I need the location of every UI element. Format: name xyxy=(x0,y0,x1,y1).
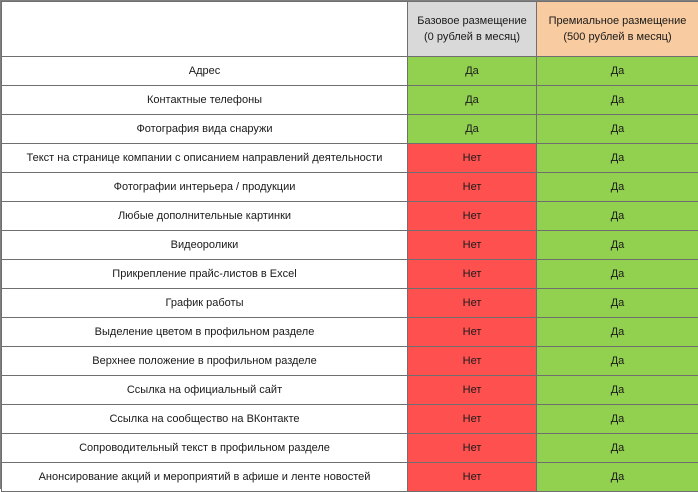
premium-plan-value-cell: Да xyxy=(537,376,698,405)
premium-plan-value-cell: Да xyxy=(537,86,698,115)
basic-plan-value-cell: Да xyxy=(408,57,537,86)
premium-plan-value-cell: Да xyxy=(537,173,698,202)
premium-plan-value-cell: Да xyxy=(537,57,698,86)
feature-cell: Верхнее положение в профильном разделе xyxy=(2,347,408,376)
basic-plan-value-cell: Да xyxy=(408,86,537,115)
header-premium-plan: Премиальное размещение (500 рублей в мес… xyxy=(537,2,698,57)
feature-cell: Фотографии интерьера / продукции xyxy=(2,173,408,202)
feature-cell: Любые дополнительные картинки xyxy=(2,202,408,231)
header-corner-cell xyxy=(2,2,408,57)
basic-plan-value-cell: Нет xyxy=(408,318,537,347)
premium-plan-title: Премиальное размещение xyxy=(537,13,698,29)
premium-plan-value-cell: Да xyxy=(537,463,698,492)
basic-plan-value-cell: Нет xyxy=(408,202,537,231)
table-row: Текст на странице компании с описанием н… xyxy=(2,144,698,173)
premium-plan-value-cell: Да xyxy=(537,202,698,231)
basic-plan-value-cell: Нет xyxy=(408,260,537,289)
basic-plan-value-cell: Нет xyxy=(408,144,537,173)
feature-cell: Выделение цветом в профильном разделе xyxy=(2,318,408,347)
table-row: Анонсирование акций и мероприятий в афиш… xyxy=(2,463,698,492)
feature-cell: Фотография вида снаружи xyxy=(2,115,408,144)
premium-plan-value-cell: Да xyxy=(537,318,698,347)
basic-plan-value-cell: Нет xyxy=(408,376,537,405)
feature-cell: Прикрепление прайс-листов в Excel xyxy=(2,260,408,289)
feature-cell: Видеоролики xyxy=(2,231,408,260)
basic-plan-value-cell: Нет xyxy=(408,231,537,260)
basic-plan-title: Базовое размещение xyxy=(408,13,536,29)
feature-cell: Ссылка на официальный сайт xyxy=(2,376,408,405)
header-basic-plan: Базовое размещение (0 рублей в месяц) xyxy=(408,2,537,57)
feature-cell: Ссылка на сообщество на ВКонтакте xyxy=(2,405,408,434)
basic-plan-value-cell: Нет xyxy=(408,173,537,202)
basic-plan-value-cell: Нет xyxy=(408,463,537,492)
basic-plan-value-cell: Нет xyxy=(408,347,537,376)
basic-plan-price: (0 рублей в месяц) xyxy=(408,29,536,45)
premium-plan-value-cell: Да xyxy=(537,144,698,173)
feature-cell: Сопроводительный текст в профильном разд… xyxy=(2,434,408,463)
basic-plan-value-cell: Да xyxy=(408,115,537,144)
premium-plan-value-cell: Да xyxy=(537,405,698,434)
premium-plan-value-cell: Да xyxy=(537,289,698,318)
feature-cell: Адрес xyxy=(2,57,408,86)
premium-plan-value-cell: Да xyxy=(537,231,698,260)
premium-plan-value-cell: Да xyxy=(537,347,698,376)
basic-plan-value-cell: Нет xyxy=(408,289,537,318)
premium-plan-price: (500 рублей в месяц) xyxy=(537,29,698,45)
premium-plan-value-cell: Да xyxy=(537,434,698,463)
premium-plan-value-cell: Да xyxy=(537,260,698,289)
feature-cell: Текст на странице компании с описанием н… xyxy=(2,144,408,173)
basic-plan-value-cell: Нет xyxy=(408,405,537,434)
premium-plan-value-cell: Да xyxy=(537,115,698,144)
feature-cell: Анонсирование акций и мероприятий в афиш… xyxy=(2,463,408,492)
header-row: Базовое размещение (0 рублей в месяц) Пр… xyxy=(2,2,698,57)
feature-cell: График работы xyxy=(2,289,408,318)
table-row: Сопроводительный текст в профильном разд… xyxy=(2,434,698,463)
basic-plan-value-cell: Нет xyxy=(408,434,537,463)
feature-cell: Контактные телефоны xyxy=(2,86,408,115)
